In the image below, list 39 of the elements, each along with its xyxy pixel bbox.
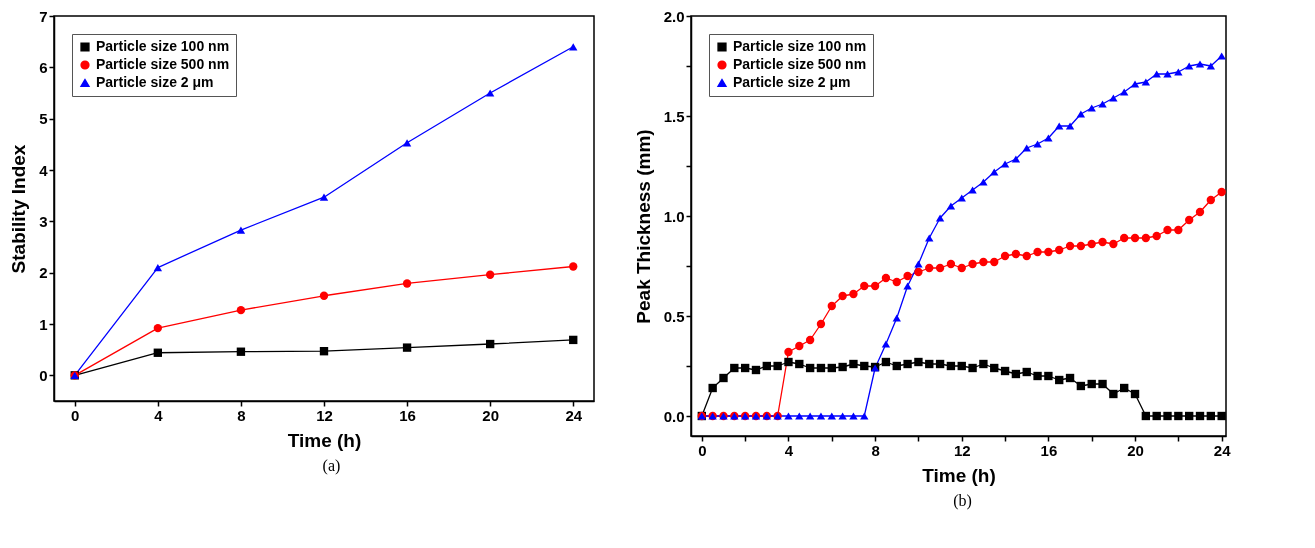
y-tick-label: 0.0 [663, 407, 685, 425]
x-tick-label: 8 [237, 406, 246, 424]
legend-label: Particle size 2 μm [96, 74, 214, 90]
x-tick-label: 16 [399, 406, 416, 424]
x-tick-label: 20 [1127, 441, 1144, 459]
text: (a) [321, 457, 341, 475]
x-tick-label: 12 [316, 406, 333, 424]
legend-label: Particle size 100 nm [733, 38, 867, 54]
y-tick-label: 4 [39, 161, 49, 179]
x-tick-label: 0 [71, 406, 80, 424]
y-tick-label: 3 [39, 212, 48, 230]
x-tick-label: 8 [871, 441, 880, 459]
text: (b) [952, 492, 972, 510]
x-tick-label: 24 [1213, 441, 1232, 459]
x-tick-label: 24 [565, 406, 583, 424]
y-tick-label: 0.5 [663, 307, 685, 325]
x-tick-label: 20 [482, 406, 499, 424]
legend-label: Particle size 2 μm [733, 74, 851, 90]
x-tick-label: 4 [784, 441, 794, 459]
x-axis-title: Time (h) [287, 429, 362, 451]
y-tick-label: 7 [39, 7, 48, 25]
y-axis-title: Peak Thickness (mm) [632, 129, 654, 324]
y-tick-label: 1 [39, 315, 48, 333]
x-tick-label: 12 [953, 441, 971, 459]
y-tick-label: 0 [39, 366, 48, 384]
y-tick-label: 2.0 [663, 7, 685, 25]
y-tick-label: 2 [39, 264, 48, 282]
y-axis-title: Stability Index [8, 144, 30, 274]
x-axis-title: Time (h) [922, 464, 996, 486]
x-tick-label: 4 [154, 406, 164, 424]
x-tick-label: 16 [1040, 441, 1058, 459]
legend-label: Particle size 100 nm [96, 38, 230, 54]
y-tick-label: 6 [39, 58, 48, 76]
y-tick-label: 1.5 [663, 107, 685, 125]
y-tick-label: 1.0 [663, 207, 685, 225]
y-tick-label: 5 [39, 110, 48, 128]
legend-label: Particle size 500 nm [96, 56, 230, 72]
x-tick-label: 0 [698, 441, 707, 459]
legend-label: Particle size 500 nm [733, 56, 867, 72]
